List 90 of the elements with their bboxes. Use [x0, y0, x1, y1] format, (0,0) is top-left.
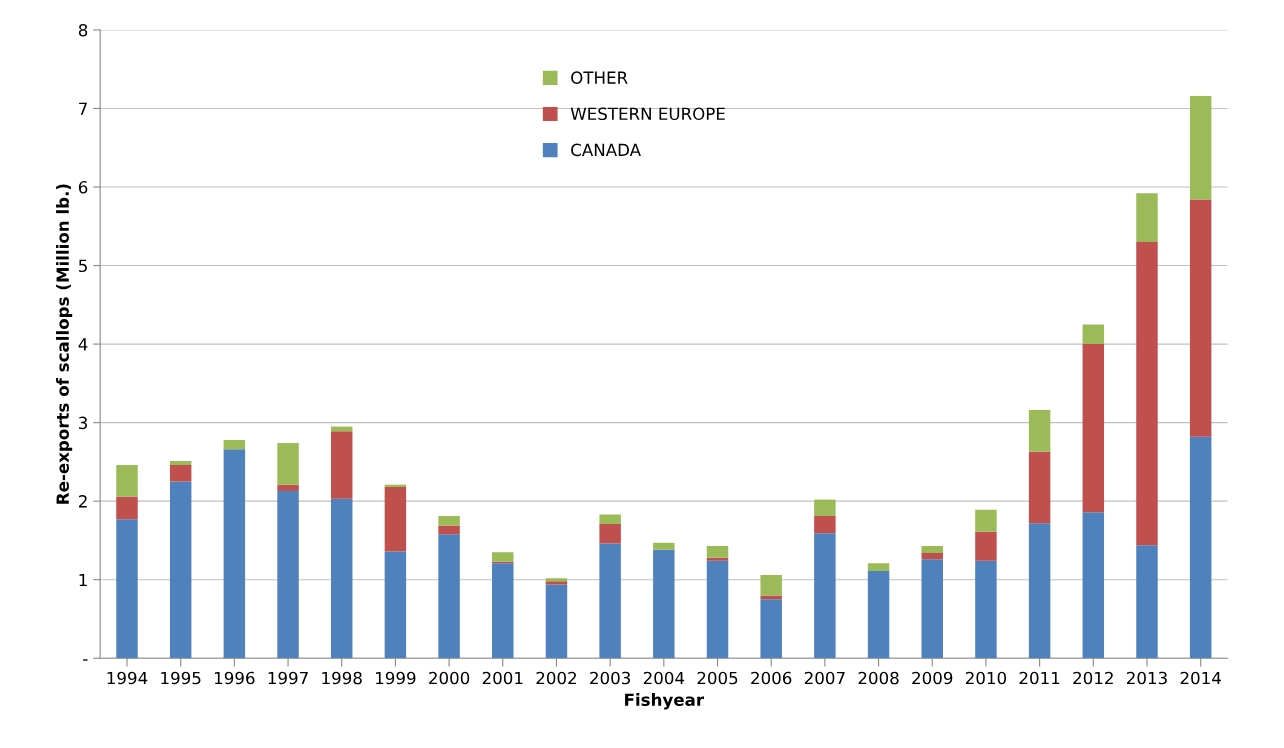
y-tick-label: 5: [79, 259, 87, 273]
bar: [867, 563, 890, 572]
x-axis-title: Fishyear: [625, 693, 705, 710]
bar: [1082, 324, 1105, 345]
x-tick-label: 2010: [965, 671, 1007, 685]
x-tick-label: 2008: [858, 671, 899, 685]
bar: [599, 523, 621, 544]
bar: [277, 490, 299, 659]
y-tick-label: -: [83, 659, 88, 661]
x-tick-label: 2003: [590, 671, 631, 685]
bar: [492, 563, 514, 659]
bar: [706, 560, 729, 659]
x-tick-label: 2002: [536, 671, 576, 685]
bar: [599, 543, 621, 659]
y-tick-label: 1: [79, 573, 87, 587]
bar: [169, 465, 192, 482]
bar: [760, 595, 782, 600]
x-tick-label: 2001: [482, 671, 523, 685]
bar: [330, 431, 353, 499]
bar: [867, 571, 890, 659]
y-tick-label: 7: [79, 102, 87, 115]
x-tick-label: 1994: [107, 671, 148, 685]
bar: [438, 516, 460, 526]
y-axis-title: Re-exports of scallops (Million lb.): [56, 184, 73, 504]
x-tick-label: 2004: [643, 671, 685, 685]
x-tick-label: 2000: [429, 671, 470, 685]
bar: [1028, 451, 1051, 524]
x-tick-label: 2011: [1019, 671, 1060, 685]
bar: [277, 443, 299, 485]
y-tick-label: 2: [78, 495, 87, 508]
bar: [975, 509, 997, 532]
x-tick-label: 2014: [1180, 671, 1221, 685]
bar: [116, 465, 138, 497]
y-tick-label: 3: [79, 416, 88, 430]
bar: [223, 449, 246, 659]
bar: [1082, 512, 1105, 659]
bar: [975, 560, 997, 659]
bar: [706, 557, 729, 561]
bar: [760, 599, 782, 659]
bar: [1082, 344, 1105, 513]
bar: [814, 499, 836, 517]
bar: [921, 559, 943, 659]
bar: [384, 551, 407, 659]
legend-label: WESTERN EUROPE: [570, 107, 725, 121]
bar: [599, 514, 621, 524]
bar: [384, 487, 407, 552]
bar: [921, 553, 943, 560]
x-tick-label: 2012: [1073, 671, 1113, 685]
bar: [116, 496, 138, 520]
x-tick-label: 1999: [376, 671, 416, 685]
legend-label: CANADA: [571, 143, 641, 157]
bar: [169, 461, 192, 466]
x-tick-label: 1996: [214, 671, 255, 685]
bar: [277, 484, 299, 491]
x-tick-label: 2007: [804, 671, 845, 685]
bar: [760, 574, 782, 596]
bar: [921, 545, 943, 553]
y-tick-label: 8: [78, 23, 88, 37]
bar: [1136, 545, 1158, 659]
x-tick-label: 2009: [912, 671, 953, 685]
x-tick-label: 1997: [268, 671, 308, 685]
x-tick-label: 1998: [322, 671, 362, 685]
bar: [1136, 193, 1158, 242]
bar: [1189, 95, 1212, 200]
x-tick-label: 2013: [1126, 671, 1167, 685]
bar: [438, 534, 460, 659]
bar: [492, 552, 514, 562]
bar: [653, 549, 675, 659]
bar: [814, 516, 836, 534]
bar: [116, 519, 138, 659]
bar: [1028, 523, 1051, 659]
bar: [706, 545, 729, 558]
bar: [814, 533, 836, 659]
bar: [330, 498, 353, 659]
bar: [653, 542, 675, 550]
x-tick-label: 1995: [161, 671, 201, 685]
x-tick-label: 2005: [697, 671, 738, 685]
bar: [1189, 199, 1212, 437]
bar: [1136, 241, 1158, 546]
bar: [223, 439, 246, 450]
legend-label: OTHER: [571, 71, 628, 84]
y-tick-label: 6: [78, 180, 88, 194]
bar: [169, 481, 192, 659]
bar: [438, 525, 460, 535]
bar: [975, 531, 997, 561]
y-tick-label: 4: [78, 338, 88, 351]
bar: [1189, 436, 1212, 659]
bar: [545, 584, 568, 659]
bar: [1028, 410, 1051, 452]
x-tick-label: 2006: [751, 671, 792, 685]
